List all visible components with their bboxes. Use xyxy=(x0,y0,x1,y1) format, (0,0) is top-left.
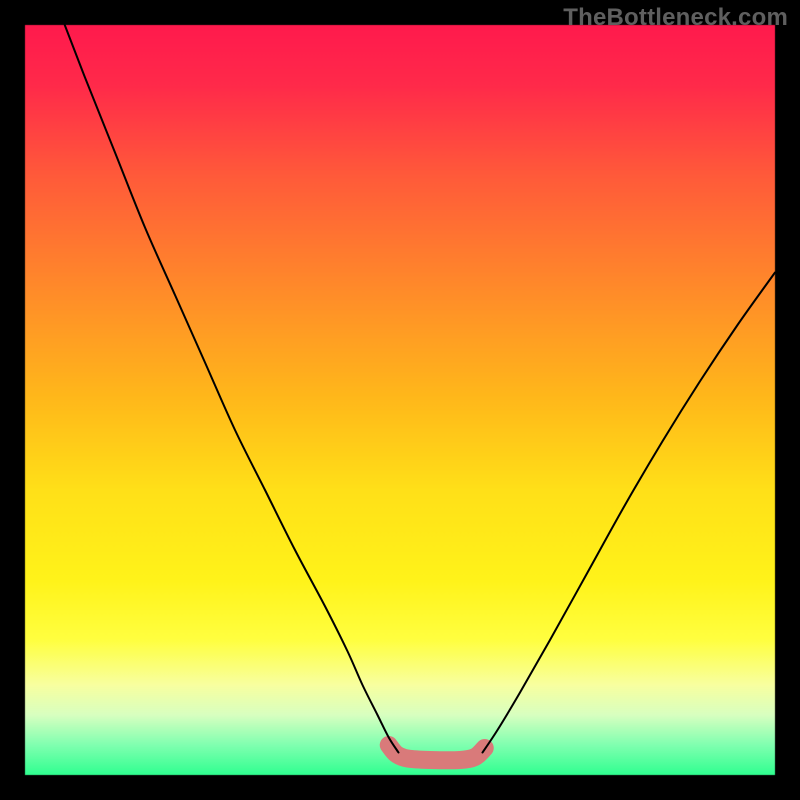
chart-stage: TheBottleneck.com xyxy=(0,0,800,800)
gradient-background xyxy=(0,0,800,800)
